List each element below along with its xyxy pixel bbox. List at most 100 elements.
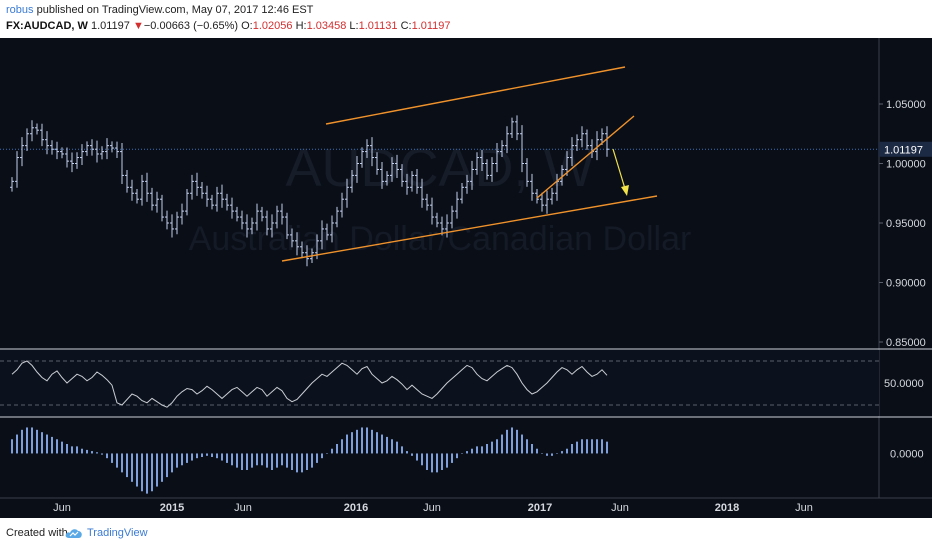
macd-bar — [476, 446, 478, 454]
macd-bar — [601, 439, 603, 454]
price-change: −0.00663 (−0.65%) — [143, 20, 239, 32]
macd-bar — [41, 432, 43, 454]
macd-histogram — [11, 427, 608, 494]
ohlc-bar — [60, 147, 64, 159]
macd-bar — [181, 453, 183, 466]
time-axis-label: Jun — [795, 502, 813, 514]
ohlc-bar — [575, 134, 579, 152]
rising-support-line[interactable] — [536, 115, 635, 199]
macd-bar — [191, 453, 193, 461]
price-tick-label: 0.95000 — [886, 218, 926, 230]
low-value: 1.01131 — [358, 20, 398, 32]
ohlc-bar — [90, 139, 94, 156]
macd-bar — [326, 453, 328, 454]
ohlc-bar — [420, 178, 424, 208]
macd-bar — [536, 448, 538, 454]
symbol-info-line: FX:AUDCAD, W 1.01197 ▼−0.00663 (−0.65%) … — [6, 20, 451, 32]
macd-bar — [171, 453, 173, 473]
close-label: C: — [400, 20, 412, 32]
ohlc-bar — [430, 197, 434, 225]
lower-channel-line[interactable] — [281, 195, 658, 262]
ohlc-bar — [170, 214, 174, 238]
macd-bar — [506, 429, 508, 454]
ohlc-bar — [525, 158, 529, 187]
ohlc-bar — [550, 187, 554, 205]
macd-bar — [246, 453, 248, 470]
ohlc-bar — [595, 131, 599, 161]
time-axis: Jun 2015 Jun 2016 Jun 2017 Jun 2018 Jun — [53, 502, 813, 514]
ohlc-bar — [40, 123, 44, 147]
ohlc-bar — [570, 137, 574, 167]
tradingview-link[interactable]: TradingView — [87, 527, 148, 539]
macd-bar — [416, 453, 418, 461]
price-tick-label: 0.85000 — [886, 337, 926, 349]
ohlc-bar — [375, 152, 379, 175]
time-axis-label: Jun — [611, 502, 629, 514]
ohlc-bar — [370, 137, 374, 167]
macd-bar — [396, 441, 398, 454]
macd-bar — [526, 439, 528, 454]
macd-bar — [271, 453, 273, 470]
macd-bar — [441, 453, 443, 470]
macd-bar — [16, 434, 18, 454]
ohlc-bar — [130, 179, 134, 201]
footer: Created with TradingView — [0, 518, 932, 550]
macd-bar — [561, 451, 563, 454]
ohlc-bar — [515, 115, 519, 141]
ohlc-bar — [490, 157, 494, 182]
ohlc-bar — [260, 206, 264, 222]
macd-bar — [61, 441, 63, 454]
ohlc-bar — [540, 192, 544, 212]
macd-bar — [36, 429, 38, 454]
change-down-icon: ▼ — [132, 20, 144, 32]
watermark-name: Australian Dollar/Canadian Dollar — [189, 220, 692, 258]
ohlc-bar — [160, 194, 164, 222]
ohlc-bar — [535, 188, 539, 204]
rsi-line — [11, 360, 608, 408]
upper-channel-line[interactable] — [325, 66, 626, 125]
ohlc-bar — [385, 171, 389, 186]
ohlc-bar — [425, 193, 429, 211]
close-value: 1.01197 — [411, 20, 451, 32]
ohlc-bar — [325, 223, 329, 241]
ohlc-bar — [305, 245, 309, 267]
ohlc-bar — [200, 181, 204, 199]
ohlc-bar — [145, 172, 149, 202]
macd-bar — [391, 439, 393, 454]
ohlc-bar — [505, 126, 509, 154]
author-link[interactable]: robus — [6, 4, 34, 16]
watermark-ticker: AUDCAD, W — [286, 138, 595, 198]
ohlc-bar — [120, 143, 124, 184]
ohlc-bar — [560, 165, 564, 186]
ohlc-bar — [20, 137, 24, 167]
macd-bar — [456, 453, 458, 459]
macd-bar — [291, 453, 293, 470]
ohlc-bar — [275, 205, 279, 229]
macd-bar — [201, 453, 203, 457]
macd-axis-tick: 0.0000 — [890, 448, 924, 460]
macd-bar — [86, 449, 88, 454]
ohlc-bar — [435, 212, 439, 228]
ohlc-bar — [45, 131, 49, 155]
ohlc-bar — [460, 183, 464, 204]
macd-bar — [21, 429, 23, 454]
macd-bar — [276, 453, 278, 468]
publish-info: robus published on TradingView.com, May … — [6, 4, 313, 16]
ohlc-bar — [365, 139, 369, 159]
macd-bar — [521, 434, 523, 454]
ohlc-bar — [65, 147, 69, 168]
ohlc-bar — [395, 154, 399, 179]
ohlc-bar — [105, 138, 109, 160]
ohlc-bar — [335, 206, 339, 228]
macd-bar — [26, 427, 28, 454]
price-tick-label: 0.90000 — [886, 278, 926, 290]
chart-canvas[interactable]: AUDCAD, W Australian Dollar/Canadian Dol… — [0, 38, 932, 518]
ohlc-bar — [340, 192, 344, 218]
ohlc-bar — [190, 174, 194, 200]
macd-bar — [356, 429, 358, 454]
ohlc-bar — [290, 228, 294, 248]
published-text: published on TradingView.com, May 07, 20… — [36, 4, 314, 16]
ohlc-bar — [440, 216, 444, 236]
ohlc-bar — [125, 170, 129, 193]
macd-bar — [111, 453, 113, 463]
